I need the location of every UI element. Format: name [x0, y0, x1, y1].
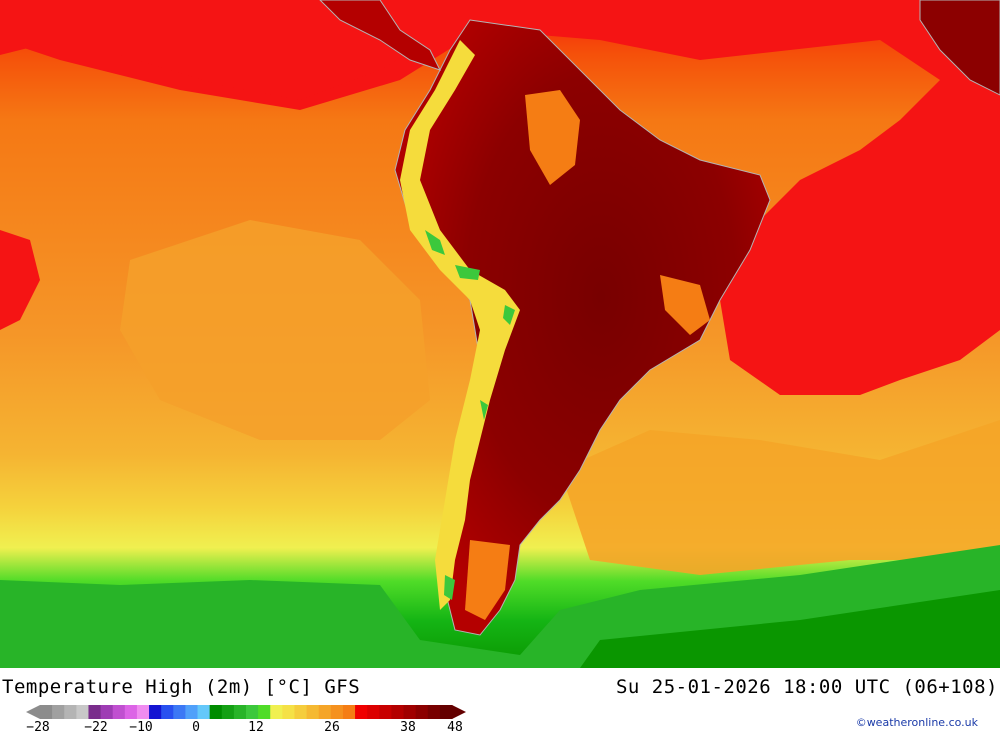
patagonia-orange	[465, 540, 510, 620]
map-title: Temperature High (2m) [°C] GFS	[2, 676, 361, 698]
legend-swatch	[355, 705, 368, 719]
legend-swatch	[173, 705, 186, 719]
legend-swatch	[318, 705, 332, 719]
southern-ocean-dark-green	[580, 590, 1000, 668]
legend-swatch	[294, 705, 308, 719]
central-america-land	[319, 0, 441, 71]
legend-tick: −22	[84, 720, 108, 735]
legend-swatch	[64, 705, 77, 719]
legend-swatch	[112, 705, 126, 719]
legend-tick: 12	[248, 720, 264, 735]
legend-swatch	[330, 705, 344, 719]
pacific-red-band	[0, 0, 450, 100]
legend-swatch	[221, 705, 235, 719]
legend-arrow-low	[26, 705, 40, 719]
temperature-map	[0, 0, 1000, 668]
legend-swatch	[415, 705, 429, 719]
legend-swatch	[270, 705, 283, 719]
brazil-east-orange	[660, 275, 710, 335]
credit-link[interactable]: ©weatheronline.co.uk	[855, 716, 978, 729]
footer: Temperature High (2m) [°C] GFS Su 25-01-…	[0, 668, 1000, 735]
forecast-datetime: Su 25-01-2026 18:00 UTC (06+108)	[615, 676, 998, 698]
legend-swatch	[306, 705, 320, 719]
color-legend	[26, 705, 466, 719]
legend-swatch	[367, 705, 380, 719]
legend-swatch	[40, 705, 53, 719]
africa-land	[919, 0, 1000, 96]
orinoco-orange	[525, 90, 580, 185]
legend-swatch	[100, 705, 114, 719]
legend-swatch	[185, 705, 199, 719]
legend-swatch	[136, 705, 150, 719]
legend-swatch	[379, 705, 392, 719]
legend-tick: 26	[324, 720, 340, 735]
legend-swatch	[124, 705, 138, 719]
legend-swatch	[209, 705, 223, 719]
legend-tick: 48	[447, 720, 463, 735]
legend-swatch	[197, 705, 211, 719]
legend-swatch	[88, 705, 102, 719]
legend-tick: −10	[129, 720, 153, 735]
legend-swatch	[403, 705, 417, 719]
pacific-orange	[120, 220, 430, 440]
legend-swatch	[76, 705, 89, 719]
legend-tick: 38	[400, 720, 416, 735]
andes-ridge	[400, 40, 520, 610]
legend-swatch	[233, 705, 247, 719]
legend-swatch	[391, 705, 405, 719]
legend-swatch	[258, 705, 271, 719]
legend-swatch	[246, 705, 259, 719]
legend-swatch	[282, 705, 295, 719]
legend-arrow-high	[452, 705, 466, 719]
legend-swatch	[149, 705, 162, 719]
south-atlantic-orange	[560, 420, 1000, 575]
legend-tick: −28	[26, 720, 50, 735]
legend-swatch	[439, 705, 453, 719]
legend-swatch	[161, 705, 174, 719]
legend-swatch	[52, 705, 65, 719]
legend-swatch	[342, 705, 356, 719]
legend-swatch	[427, 705, 441, 719]
legend-tick: 0	[192, 720, 200, 735]
pacific-west-red	[0, 230, 40, 330]
atlantic-hot-region	[0, 0, 1000, 395]
